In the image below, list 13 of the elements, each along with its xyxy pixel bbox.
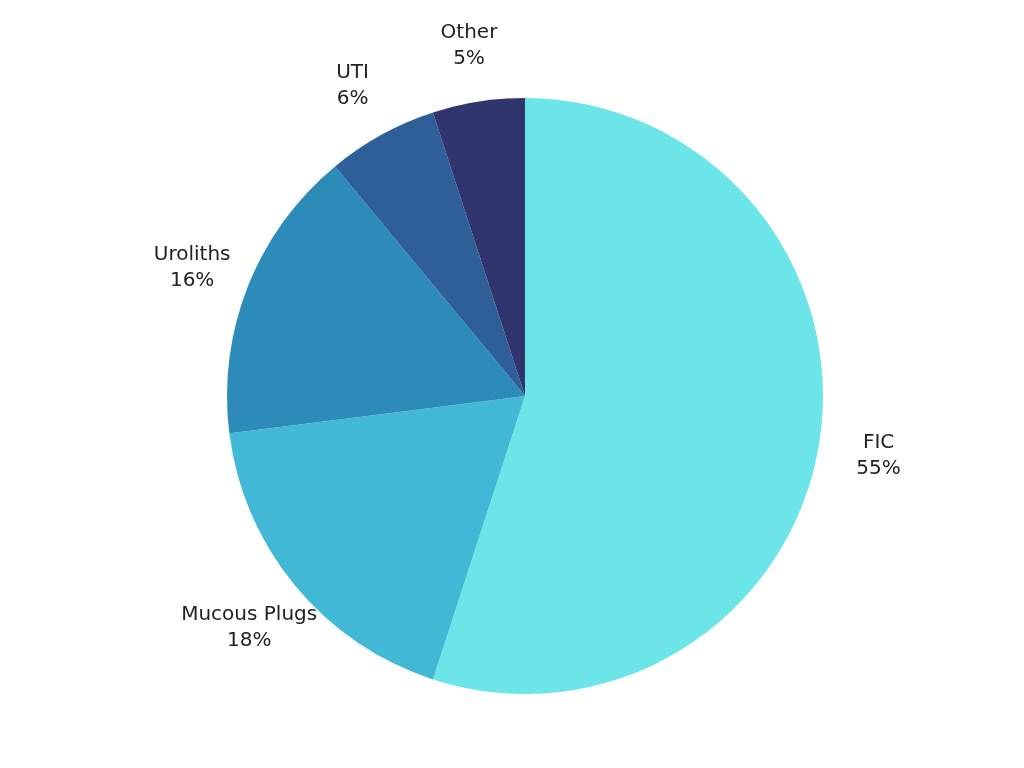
- data-label: 18%: [226, 627, 272, 652]
- pie-slice: [335, 112, 525, 396]
- slice-label: UTI: [336, 59, 369, 84]
- pie-slice: [432, 98, 823, 694]
- data-label: 16%: [169, 267, 215, 292]
- data-label: 6%: [336, 85, 369, 110]
- slice-label: Mucous Plugs: [181, 601, 318, 626]
- slice-label: FIC: [862, 429, 895, 453]
- slice-label: Uroliths: [153, 241, 231, 266]
- data-label: 55%: [856, 455, 901, 479]
- pie-slice: [432, 98, 525, 396]
- slice-label: Other: [440, 19, 499, 44]
- data-label: 5%: [453, 45, 485, 70]
